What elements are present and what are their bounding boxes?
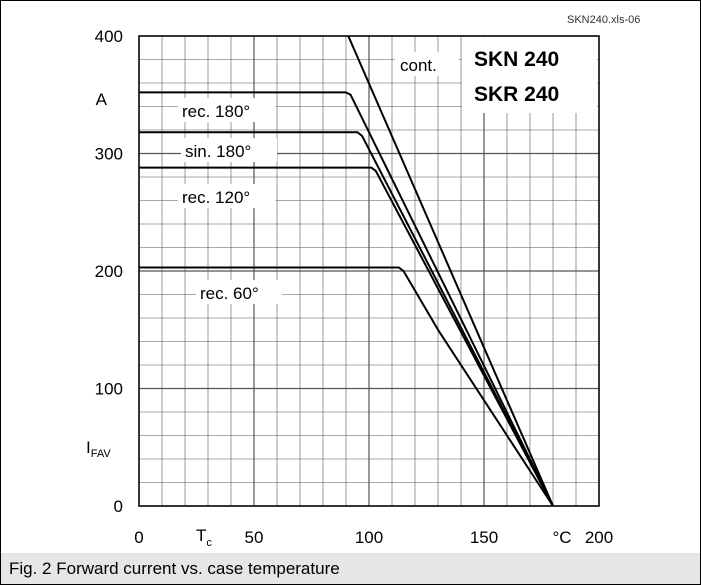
x-tick-label: 150 <box>470 528 498 547</box>
product-label-skn: SKN 240 <box>474 48 559 71</box>
series-line-2 <box>139 91 554 507</box>
x-axis-label-main: T <box>196 526 206 545</box>
series-line-3 <box>139 131 554 507</box>
x-axis-label-sub: c <box>206 537 212 549</box>
series-label-sin180: sin. 180° <box>185 142 251 161</box>
x-tick-label: 200 <box>585 528 613 547</box>
sin180-label-bg <box>181 138 277 162</box>
plot-border <box>138 35 600 507</box>
rec120-label-bg <box>178 184 276 208</box>
x-tick-label: 100 <box>355 528 383 547</box>
y-unit-label: A <box>96 90 108 109</box>
rec180-label-bg <box>178 98 276 122</box>
curves <box>139 35 554 507</box>
x-tick-label: 0 <box>134 528 143 547</box>
series-label-rec60: rec. 60° <box>200 284 259 303</box>
series-label-cont: cont. <box>400 56 437 75</box>
figure-caption: Fig. 2 Forward current vs. case temperat… <box>9 559 340 578</box>
x-axis-label: Tc <box>196 526 212 549</box>
y-axis-label-main: I <box>86 438 91 457</box>
source-tag: SKN240.xls-06 <box>567 14 640 26</box>
y-tick-label: 100 <box>95 380 123 399</box>
series-line-4 <box>139 166 554 507</box>
y-axis-label-sub: FAV <box>91 448 112 460</box>
y-tick-label: 200 <box>95 262 123 281</box>
tick-labels: 0 100 200 300 400 0 50 100 150 200 <box>95 27 614 547</box>
product-label-skr: SKR 240 <box>474 83 559 106</box>
caption-bar: Fig. 2 Forward current vs. case temperat… <box>1 553 700 584</box>
product-label-bg <box>462 37 597 113</box>
y-tick-label: 300 <box>95 145 123 164</box>
x-tick-label: 50 <box>245 528 264 547</box>
cont-label-bg <box>395 52 459 76</box>
series-label-rec120: rec. 120° <box>182 188 250 207</box>
y-axis-label: IFAV <box>86 438 111 460</box>
rec60-label-bg <box>196 280 282 304</box>
series-line-1 <box>347 35 554 507</box>
x-unit-label: °C <box>552 528 571 547</box>
series-line-5 <box>139 266 554 507</box>
series-label-rec180: rec. 180° <box>182 102 250 121</box>
y-tick-label: 0 <box>114 497 123 516</box>
y-tick-label: 400 <box>95 27 123 46</box>
